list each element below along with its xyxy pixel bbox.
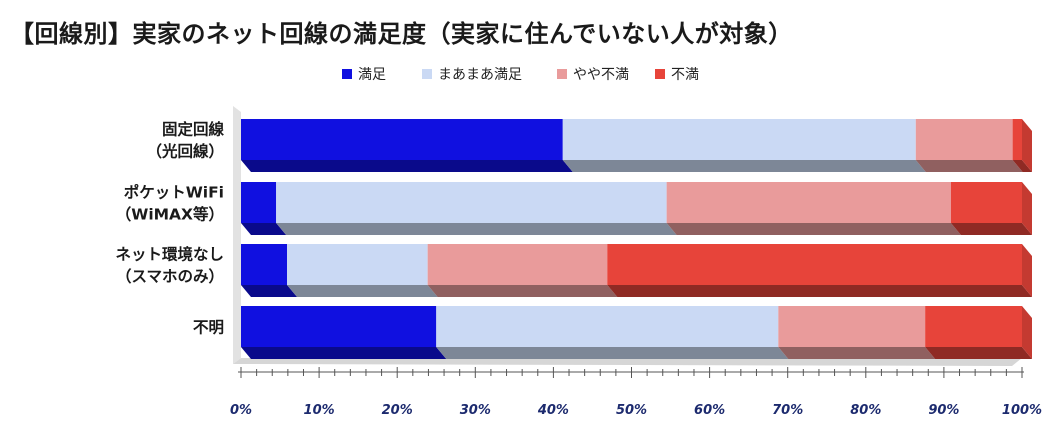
x-tick-label: 90% (928, 403, 959, 418)
bar-segment (950, 182, 1032, 235)
category-label: 不明 (193, 319, 224, 337)
x-tick-label: 50% (616, 403, 647, 418)
legend-label: やや不満 (573, 67, 629, 83)
x-tick-label: 20% (382, 403, 413, 418)
bar-segment (915, 119, 1023, 172)
legend: 満足 まあまあ満足 やや不満 不満 (342, 67, 699, 83)
bars (241, 119, 1032, 359)
bar-segment (427, 244, 618, 297)
category-label: ネット環境なし（スマホのみ） (115, 245, 224, 286)
x-axis: 0% 10% 20% 30% 40% 50% 60% 70% 80% 90% 100% (230, 367, 1042, 418)
bar-segment (778, 306, 936, 359)
category-label: 固定回線（光回線） (146, 120, 224, 161)
bar-segment (241, 182, 287, 235)
legend-swatch (655, 69, 665, 79)
bar-segment (276, 182, 677, 235)
x-tick-label: 70% (772, 403, 803, 418)
legend-label: 不満 (671, 67, 699, 83)
chart-title: 【回線別】実家のネット回線の満足度（実家に住んでいない人が対象） (10, 20, 793, 48)
bar-segment (607, 244, 1032, 297)
side-wall (233, 106, 241, 364)
category-labels: 固定回線（光回線） ポケットWiFi （WiMAX等） ネット環境なし（スマホのみ） 不… (115, 120, 224, 337)
bar-segment (666, 182, 961, 235)
x-tick-label: 100% (1002, 403, 1042, 418)
legend-label: まあまあ満足 (438, 67, 522, 83)
bar-segment (241, 306, 447, 359)
floor (233, 358, 1022, 366)
bar-segment (1012, 119, 1032, 172)
legend-swatch (342, 69, 352, 79)
category-label: ポケットWiFi （WiMAX等） (116, 183, 224, 224)
chart-wall (233, 106, 1022, 366)
legend-swatch (557, 69, 567, 79)
x-tick-label: 10% (304, 403, 335, 418)
legend-swatch (422, 69, 432, 79)
legend-label: 満足 (358, 67, 386, 83)
bar-segment (241, 244, 298, 297)
x-tick-label: 30% (460, 403, 491, 418)
bar-segment (436, 306, 789, 359)
x-tick-label: 40% (537, 403, 569, 418)
x-tick-label: 60% (694, 403, 725, 418)
bar-segment (241, 119, 573, 172)
x-tick-label: 80% (850, 403, 881, 418)
x-tick-label: 0% (230, 403, 252, 418)
bar-segment (562, 119, 926, 172)
bar-segment (287, 244, 438, 297)
bar-segment (925, 306, 1032, 359)
